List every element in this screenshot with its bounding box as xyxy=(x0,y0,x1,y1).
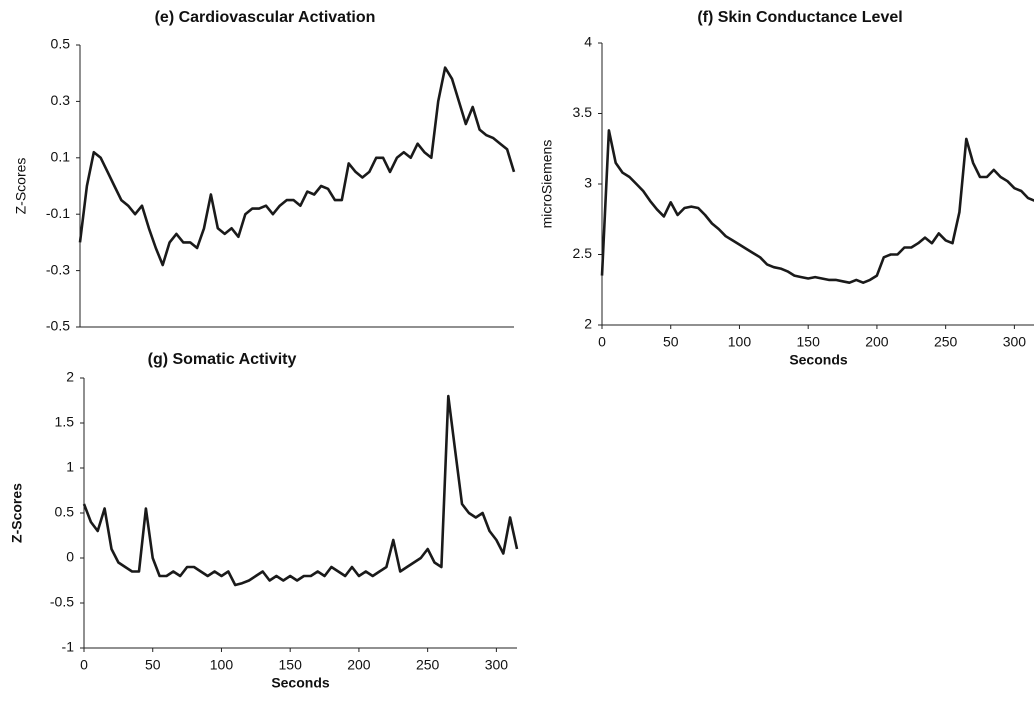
x-tick-label: 100 xyxy=(728,334,752,350)
y-tick-label: -0.5 xyxy=(50,594,74,610)
y-tick-label: -0.1 xyxy=(46,205,70,221)
data-line xyxy=(82,394,519,587)
x-tick-label: 300 xyxy=(1003,334,1027,350)
y-axis-label: microSiemens xyxy=(539,140,555,229)
x-tick-label: 250 xyxy=(934,334,958,350)
y-axis-label: Z-Scores xyxy=(9,483,25,543)
y-tick-label: -0.5 xyxy=(46,318,70,334)
x-tick-label: 200 xyxy=(347,657,371,673)
data-line xyxy=(600,129,1034,284)
x-tick-label: 150 xyxy=(279,657,303,673)
y-tick-label: 0.5 xyxy=(55,504,75,520)
x-axis-label: Seconds xyxy=(789,352,848,368)
y-tick-label: 4 xyxy=(584,34,592,50)
y-tick-label: 1 xyxy=(66,459,74,475)
data-line xyxy=(78,66,516,267)
y-tick-label: -1 xyxy=(62,639,75,655)
y-tick-label: 0.5 xyxy=(51,36,71,52)
y-tick-label: 0.3 xyxy=(51,92,71,108)
y-tick-label: 2 xyxy=(66,369,74,385)
x-tick-label: 300 xyxy=(485,657,509,673)
x-tick-label: 100 xyxy=(210,657,234,673)
y-tick-label: 0 xyxy=(66,549,74,565)
y-tick-label: -0.3 xyxy=(46,261,70,277)
x-tick-label: 50 xyxy=(663,334,679,350)
x-tick-label: 0 xyxy=(80,657,88,673)
x-axis-label: Seconds xyxy=(271,675,330,691)
y-tick-label: 1.5 xyxy=(55,414,75,430)
chart-title: (e) Cardiovascular Activation xyxy=(155,9,376,26)
y-axis-label: Z-Scores xyxy=(13,158,29,215)
chart-title: (g) Somatic Activity xyxy=(148,351,297,368)
y-tick-label: 2.5 xyxy=(573,245,593,261)
x-tick-label: 250 xyxy=(416,657,440,673)
y-tick-label: 3.5 xyxy=(573,104,593,120)
x-tick-label: 200 xyxy=(865,334,889,350)
x-tick-label: 50 xyxy=(145,657,161,673)
x-tick-label: 150 xyxy=(797,334,821,350)
y-tick-label: 3 xyxy=(584,175,592,191)
y-tick-label: 0.1 xyxy=(51,149,71,165)
x-tick-label: 0 xyxy=(598,334,606,350)
chart-title: (f) Skin Conductance Level xyxy=(697,9,902,26)
y-tick-label: 2 xyxy=(584,316,592,332)
